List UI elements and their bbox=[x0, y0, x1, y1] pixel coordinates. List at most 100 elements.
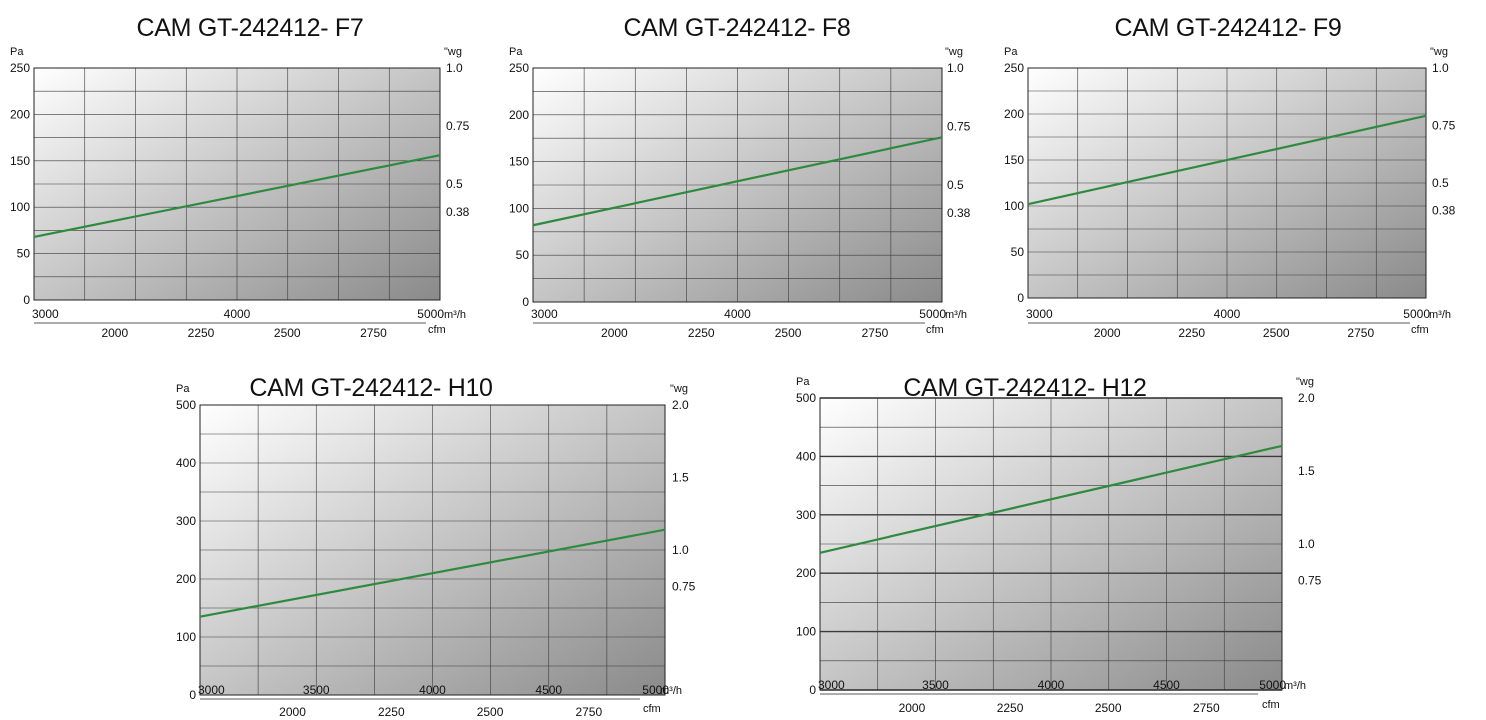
y-right-tick-label: 1.0 bbox=[947, 61, 964, 75]
y-right-tick-label: 0.75 bbox=[446, 119, 470, 133]
x-secondary-tick-label: 2000 bbox=[1094, 326, 1121, 340]
y-right-axis-label: "wg bbox=[444, 46, 462, 58]
series-line bbox=[1027, 114, 1427, 206]
y-tick-label: 100 bbox=[176, 630, 196, 644]
x-tick-label: 4500 bbox=[535, 683, 562, 697]
y-right-tick-label: 0.5 bbox=[446, 177, 463, 191]
x-tick-label: 4000 bbox=[1214, 307, 1241, 321]
y-right-tick-label: 0.38 bbox=[1432, 204, 1456, 218]
chart-svg: 0 100 200 300 400 500 Pa "wg 0.75 1.0 1.5 2.0 3000 35… bbox=[796, 376, 1322, 715]
chart-title: CAM GT-242412- F7 bbox=[136, 14, 364, 42]
y-right-tick-label: 2.0 bbox=[672, 398, 689, 412]
x-tick-label: 4000 bbox=[724, 307, 751, 321]
y-tick-label: 200 bbox=[509, 108, 529, 122]
y-axis-label: Pa bbox=[1004, 46, 1018, 58]
y-tick-label: 200 bbox=[796, 566, 816, 580]
x-secondary-tick-label: 2000 bbox=[899, 701, 926, 715]
y-axis-label: Pa bbox=[176, 383, 190, 395]
y-tick-label: 300 bbox=[796, 508, 816, 522]
y-axis-label: Pa bbox=[796, 376, 810, 388]
x-secondary-tick-label: 2000 bbox=[601, 326, 628, 340]
x-tick-label: 4000 bbox=[1038, 678, 1065, 692]
series-line bbox=[33, 154, 441, 238]
x-tick-label: 5000 bbox=[642, 683, 669, 697]
chart-f8: CAM GT-242412- F8 0 50 100 150 200 250 Pa "wg 0.… bbox=[495, 0, 992, 350]
chart-title: CAM GT-242412- F8 bbox=[623, 14, 851, 42]
y-tick-label: 250 bbox=[10, 61, 30, 75]
x-tick-label: 5000 bbox=[417, 307, 444, 321]
series-line bbox=[199, 528, 666, 618]
x-tick-label: 5000 bbox=[1259, 678, 1286, 692]
x-tick-label: 3000 bbox=[198, 683, 225, 697]
y-tick-label: 250 bbox=[509, 61, 529, 75]
y-tick-label: 500 bbox=[176, 398, 196, 412]
x-secondary-tick-label: 2250 bbox=[378, 705, 405, 719]
x-secondary-tick-label: 2750 bbox=[1193, 701, 1220, 715]
x-tick-label: 5000 bbox=[1403, 307, 1430, 321]
chart-f9: CAM GT-242412- F9 0 50 100 150 200 250 Pa "wg 0.… bbox=[992, 0, 1486, 350]
y-right-axis-label: "wg bbox=[670, 383, 688, 395]
plot-frame bbox=[819, 397, 1283, 691]
x-secondary-tick-label: 2500 bbox=[775, 326, 802, 340]
x-secondary-tick-label: 2750 bbox=[360, 326, 387, 340]
y-right-tick-label: 1.0 bbox=[446, 61, 463, 75]
chart-title: CAM GT-242412- H10 bbox=[249, 374, 493, 402]
chart-svg: 0 50 100 150 200 250 Pa "wg 0.38 0.5 0.75 1.0 3000 40… bbox=[10, 46, 470, 340]
y-tick-label: 150 bbox=[1004, 153, 1024, 167]
chart-svg: 0 100 200 300 400 500 Pa "wg 0.75 1.0 1.5 2.0 3000 35… bbox=[176, 383, 696, 719]
y-tick-label: 50 bbox=[1011, 245, 1025, 259]
x-secondary-tick-label: 2000 bbox=[101, 326, 128, 340]
x-secondary-unit: cfm bbox=[643, 703, 661, 715]
chart-h12: CAM GT-242412- H12 0 100 200 300 400 500 Pa "wg… bbox=[770, 358, 1370, 720]
y-tick-label: 0 bbox=[522, 295, 529, 309]
x-secondary-tick-label: 2000 bbox=[279, 705, 306, 719]
x-tick-label: 4000 bbox=[419, 683, 446, 697]
y-right-tick-label: 0.75 bbox=[947, 120, 971, 134]
y-right-tick-label: 1.5 bbox=[672, 471, 689, 485]
x-secondary-tick-label: 2750 bbox=[575, 705, 602, 719]
x-tick-label: 3500 bbox=[303, 683, 330, 697]
x-tick-label: 3000 bbox=[1026, 307, 1053, 321]
y-tick-label: 50 bbox=[17, 247, 31, 261]
y-right-tick-label: 2.0 bbox=[1298, 391, 1315, 405]
plot-frame bbox=[532, 67, 943, 303]
x-tick-label: 3500 bbox=[922, 678, 949, 692]
y-right-tick-label: 1.5 bbox=[1298, 464, 1315, 478]
chart-svg: 0 50 100 150 200 250 Pa "wg 0.38 0.5 0.75 1.0 3000 40… bbox=[1004, 46, 1456, 340]
y-right-axis-label: "wg bbox=[945, 46, 963, 58]
y-right-tick-label: 0.38 bbox=[446, 205, 470, 219]
y-tick-label: 50 bbox=[516, 248, 530, 262]
y-tick-label: 100 bbox=[796, 625, 816, 639]
chart-f7: CAM GT-242412- F7 0 50 100 150 200 250 Pa "wg 0.… bbox=[0, 0, 495, 350]
y-tick-label: 200 bbox=[176, 572, 196, 586]
x-secondary-tick-label: 2250 bbox=[997, 701, 1024, 715]
x-secondary-tick-label: 2500 bbox=[274, 326, 301, 340]
x-secondary-tick-label: 2250 bbox=[188, 326, 215, 340]
y-right-tick-label: 0.75 bbox=[1298, 574, 1322, 588]
y-tick-label: 100 bbox=[509, 201, 529, 215]
y-right-tick-label: 0.5 bbox=[947, 178, 964, 192]
chart-svg: 0 50 100 150 200 250 Pa "wg 0.38 0.5 0.75 1.0 3000 40… bbox=[509, 46, 971, 340]
x-axis-unit: m³/h bbox=[660, 685, 682, 697]
y-right-tick-label: 1.0 bbox=[1298, 537, 1315, 551]
y-tick-label: 200 bbox=[1004, 107, 1024, 121]
y-right-tick-label: 1.0 bbox=[1432, 61, 1449, 75]
y-tick-label: 100 bbox=[10, 200, 30, 214]
x-tick-label: 3000 bbox=[531, 307, 558, 321]
x-secondary-tick-label: 2250 bbox=[688, 326, 715, 340]
x-secondary-tick-label: 2250 bbox=[1178, 326, 1205, 340]
series-line bbox=[532, 136, 943, 227]
y-axis-label: Pa bbox=[509, 46, 523, 58]
x-axis-unit: m³/h bbox=[1284, 680, 1306, 692]
chart-h10: CAM GT-242412- H10 0 100 200 300 400 500 Pa "wg… bbox=[150, 358, 750, 720]
x-secondary-tick-label: 2500 bbox=[1095, 701, 1122, 715]
x-tick-label: 4500 bbox=[1153, 678, 1180, 692]
y-tick-label: 400 bbox=[176, 456, 196, 470]
plot-frame bbox=[1027, 67, 1427, 299]
y-tick-label: 150 bbox=[509, 155, 529, 169]
x-secondary-unit: cfm bbox=[926, 324, 944, 336]
x-secondary-unit: cfm bbox=[428, 324, 446, 336]
chart-title: CAM GT-242412- F9 bbox=[1114, 14, 1342, 42]
y-tick-label: 400 bbox=[796, 449, 816, 463]
x-axis-unit: m³/h bbox=[945, 309, 967, 321]
